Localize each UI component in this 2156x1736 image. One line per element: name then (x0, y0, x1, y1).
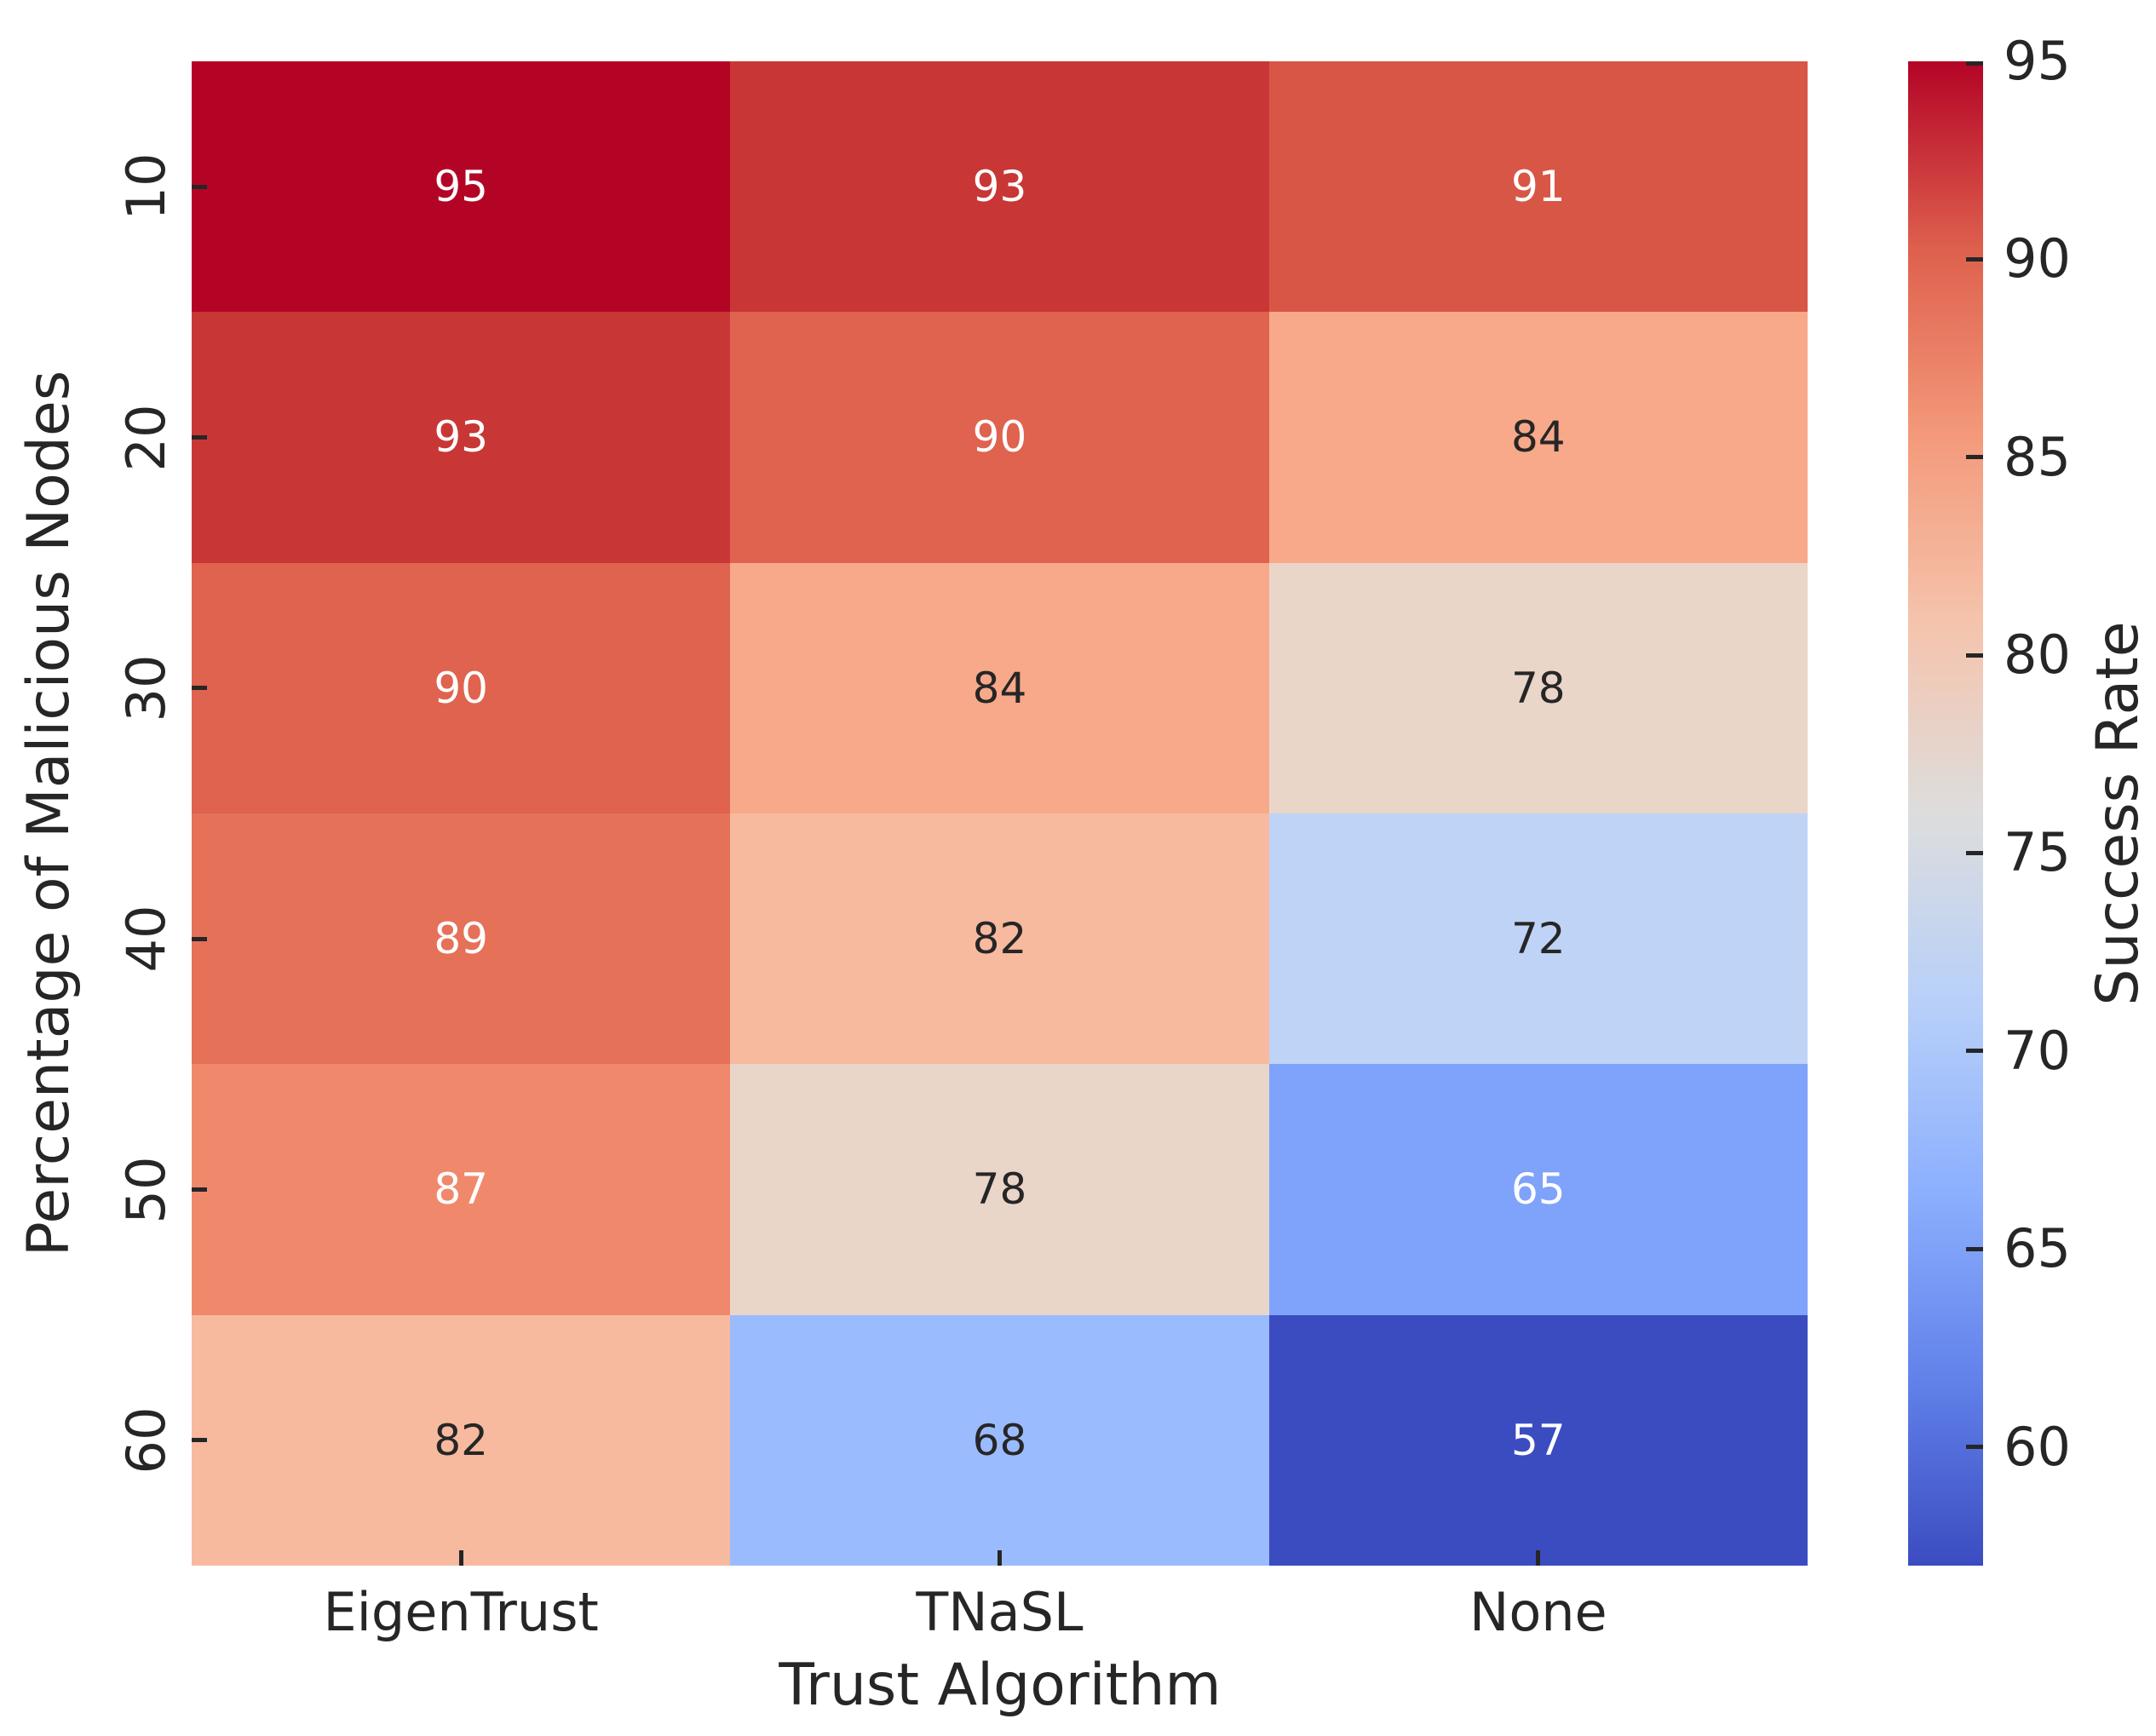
x-tick-label-TNaSL: TNaSL (916, 1581, 1084, 1643)
x-tick-mark (998, 1550, 1002, 1566)
colorbar-label: Success Rate (2084, 621, 2152, 1006)
heatmap-cell-40-EigenTrust: 89 (192, 813, 731, 1065)
colorbar-tick-mark (1966, 1246, 1983, 1251)
heatmap-cell-30-None: 78 (1268, 562, 1808, 813)
y-axis-label: Percentage of Malicious Nodes (15, 370, 83, 1257)
colorbar-tick-label-90: 90 (2004, 227, 2071, 290)
heatmap-cell-20-None: 84 (1268, 312, 1808, 563)
y-tick-mark (192, 936, 207, 941)
y-tick-label-50: 50 (115, 1156, 177, 1223)
heatmap-cell-40-None: 72 (1268, 813, 1808, 1065)
y-tick-label-20: 20 (115, 404, 177, 471)
y-tick-mark (192, 1438, 207, 1443)
x-tick-mark (1536, 1550, 1541, 1566)
x-tick-label-None: None (1469, 1581, 1607, 1643)
heatmap-cell-10-TNaSL: 93 (730, 61, 1269, 313)
colorbar-tick-mark (1966, 652, 1983, 658)
colorbar-tick-label-70: 70 (2004, 1019, 2071, 1082)
colorbar-tick-mark (1966, 1049, 1983, 1054)
colorbar (1908, 61, 1983, 1566)
heatmap-cell-50-EigenTrust: 87 (192, 1064, 731, 1315)
colorbar-tick-mark (1966, 61, 1983, 66)
heatmap-cell-10-None: 91 (1268, 61, 1808, 313)
colorbar-tick-mark (1966, 256, 1983, 262)
heatmap-cell-30-TNaSL: 84 (730, 562, 1269, 813)
y-tick-mark (192, 686, 207, 691)
colorbar-tick-label-60: 60 (2004, 1415, 2071, 1478)
colorbar-gradient (1908, 61, 1983, 1566)
colorbar-tick-label-65: 65 (2004, 1217, 2071, 1280)
heatmap-cell-40-TNaSL: 82 (730, 813, 1269, 1065)
heatmap-cell-30-EigenTrust: 90 (192, 562, 731, 813)
heatmap-cell-20-TNaSL: 90 (730, 312, 1269, 563)
heatmap-cell-10-EigenTrust: 95 (192, 61, 731, 313)
y-tick-mark (192, 1187, 207, 1192)
y-tick-mark (192, 435, 207, 440)
x-axis-label: Trust Algorithm (779, 1652, 1222, 1719)
heatmap-cell-60-None: 57 (1268, 1314, 1808, 1566)
x-tick-mark (458, 1550, 463, 1566)
y-tick-label-40: 40 (115, 905, 177, 973)
y-tick-label-10: 10 (115, 152, 177, 221)
heatmap-cell-50-TNaSL: 78 (730, 1064, 1269, 1315)
heatmap-cell-60-TNaSL: 68 (730, 1314, 1269, 1566)
y-tick-label-60: 60 (115, 1406, 177, 1474)
colorbar-tick-label-80: 80 (2004, 624, 2071, 687)
heatmap-cell-20-EigenTrust: 93 (192, 312, 731, 563)
colorbar-tick-mark (1966, 455, 1983, 460)
y-tick-mark (192, 184, 207, 189)
colorbar-tick-label-75: 75 (2004, 821, 2071, 884)
colorbar-tick-label-95: 95 (2004, 30, 2071, 92)
heatmap-cell-60-EigenTrust: 82 (192, 1314, 731, 1566)
heatmap-grid: 95 93 91 93 90 84 90 84 78 89 82 72 87 78 65 82 68 57 (192, 61, 1808, 1566)
x-tick-label-EigenTrust: EigenTrust (323, 1581, 599, 1643)
y-tick-label-30: 30 (115, 654, 177, 722)
colorbar-tick-mark (1966, 850, 1983, 855)
colorbar-tick-mark (1966, 1445, 1983, 1450)
colorbar-tick-label-85: 85 (2004, 425, 2071, 488)
heatmap-cell-50-None: 65 (1268, 1064, 1808, 1315)
